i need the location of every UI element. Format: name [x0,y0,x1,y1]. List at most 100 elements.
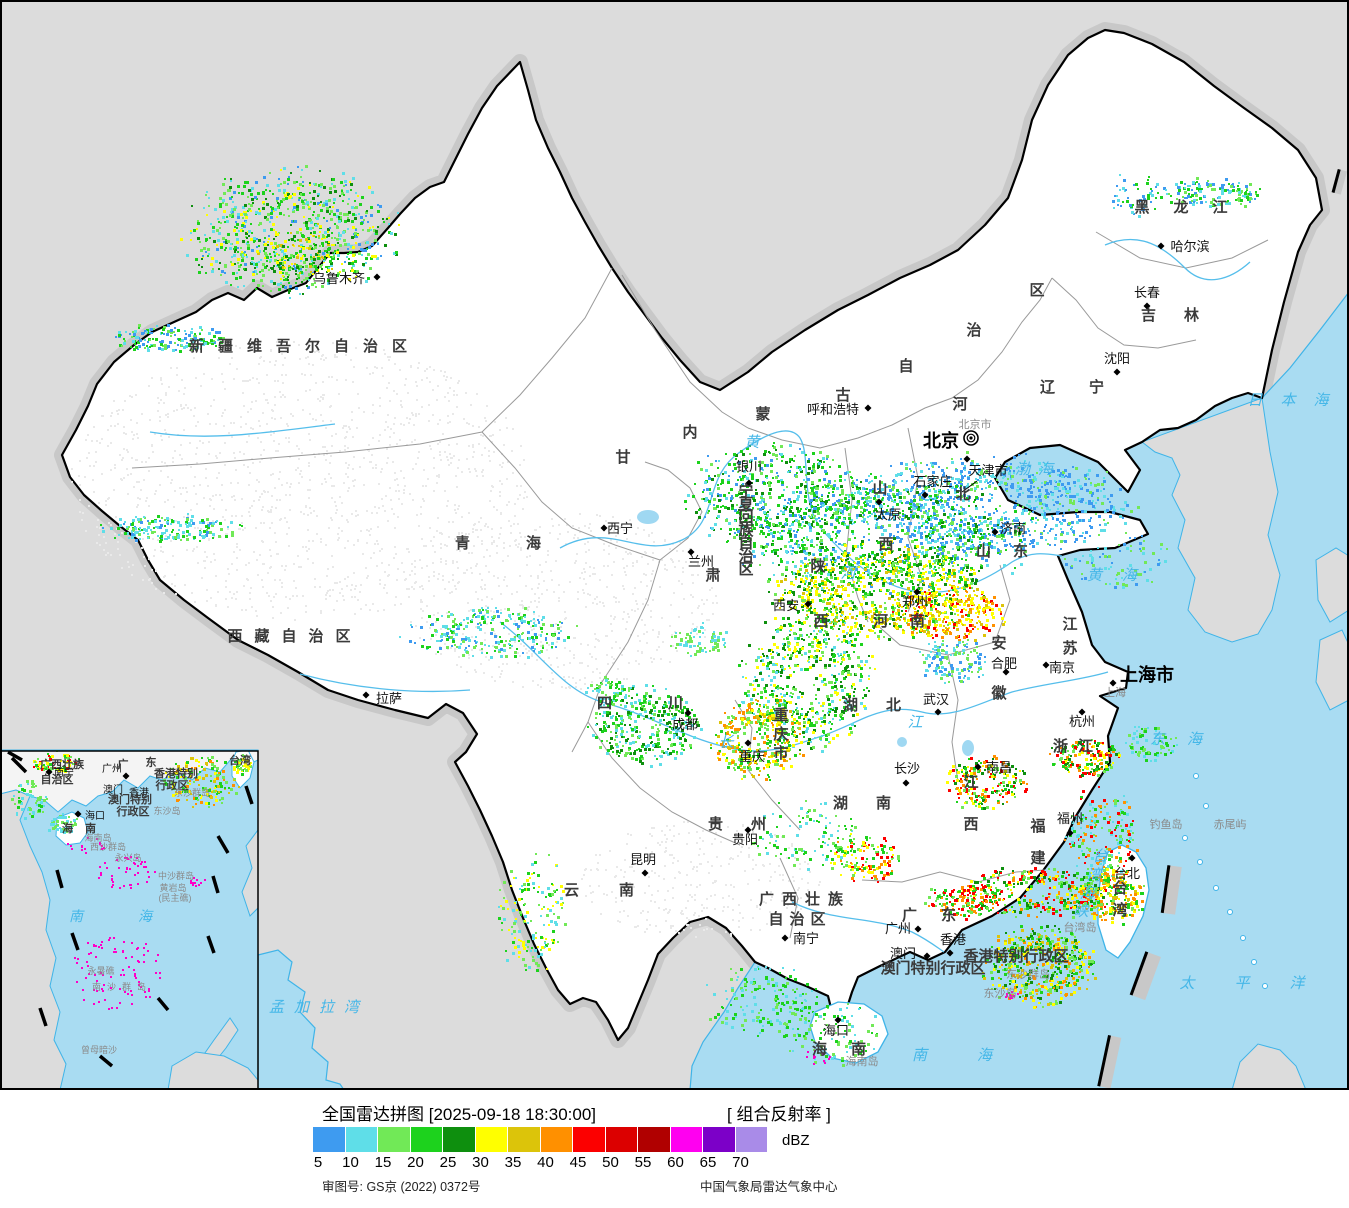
terrain-texture [250,427,252,429]
city-marker[interactable] [744,739,752,747]
city-marker[interactable] [834,1016,842,1024]
map-label-太平洋: 太平洋 [1179,975,1344,992]
terrain-texture [397,516,399,518]
city-marker[interactable] [923,952,931,960]
city-marker[interactable] [74,810,82,818]
terrain-texture [551,579,553,581]
terrain-texture [669,854,671,856]
terrain-texture [347,467,349,469]
terrain-texture [579,513,581,515]
terrain-texture [331,485,333,487]
terrain-texture [330,477,332,479]
terrain-texture [180,405,182,407]
terrain-texture [797,889,799,891]
terrain-texture [190,466,192,468]
terrain-texture [445,560,447,562]
city-marker[interactable] [902,779,910,787]
terrain-texture [519,575,521,577]
city-marker[interactable] [1143,302,1151,310]
city-marker[interactable] [122,772,130,780]
city-marker[interactable] [1128,854,1136,862]
terrain-texture [756,906,758,908]
city-marker[interactable] [1109,679,1117,687]
terrain-texture [353,366,355,368]
terrain-texture [617,530,619,532]
terrain-texture [344,449,346,451]
city-marker[interactable] [974,763,982,771]
city-marker[interactable] [864,404,872,412]
terrain-texture [511,593,513,595]
city-marker[interactable] [744,826,752,834]
city-marker[interactable] [1002,668,1010,676]
terrain-texture [688,919,690,921]
city-marker[interactable] [1066,829,1074,837]
terrain-texture [329,595,331,597]
terrain-texture [644,854,646,856]
city-marker[interactable] [362,691,370,699]
terrain-texture [452,560,454,562]
terrain-texture [476,393,478,395]
city-marker[interactable] [684,709,692,717]
city-marker[interactable] [934,708,942,716]
city-marker[interactable] [600,524,608,532]
terrain-texture [499,533,501,535]
terrain-texture [429,527,431,529]
terrain-texture [421,538,423,540]
terrain-texture [247,466,249,468]
city-marker[interactable] [946,949,954,957]
terrain-texture [510,525,512,527]
approval-number: 审图号: GS京 (2022) 0372号 [322,1180,481,1194]
terrain-texture [346,431,348,433]
capital-marker[interactable] [963,430,979,446]
city-marker[interactable] [745,479,753,487]
terrain-texture [154,433,156,435]
terrain-texture [241,515,243,517]
map-label-孟加拉湾: 孟加拉湾 [269,999,369,1016]
terrain-texture [383,609,385,611]
terrain-texture [478,443,480,445]
terrain-texture [585,895,587,897]
terrain-texture [394,546,396,548]
terrain-texture [712,577,714,579]
city-marker[interactable] [921,491,929,499]
terrain-texture [184,387,186,389]
terrain-texture [482,469,484,471]
terrain-texture [444,643,446,645]
city-marker[interactable] [1078,708,1086,716]
terrain-texture [444,588,446,590]
city-marker[interactable] [991,528,999,536]
terrain-texture [289,598,291,600]
legend-cell-50 [605,1127,637,1152]
terrain-texture [268,595,270,597]
city-marker[interactable] [1042,661,1050,669]
map-label-江: 江 [907,714,924,731]
city-marker[interactable] [1157,242,1165,250]
city-marker[interactable] [687,548,695,556]
terrain-texture [538,583,540,585]
terrain-texture [398,498,400,500]
city-marker[interactable] [875,498,883,506]
city-marker[interactable] [1113,368,1121,376]
terrain-texture [427,478,429,480]
city-marker[interactable] [781,934,789,942]
city-marker[interactable] [913,588,921,596]
terrain-texture [682,567,684,569]
terrain-texture [409,493,411,495]
terrain-texture [500,527,502,529]
terrain-texture [433,571,435,573]
city-marker[interactable] [45,768,53,776]
city-marker[interactable] [373,273,381,281]
city-marker[interactable] [641,869,649,877]
city-marker[interactable] [963,455,971,463]
terrain-texture [752,917,754,919]
terrain-texture [672,561,674,563]
map-label-郑州: 郑州 [902,594,928,609]
city-marker[interactable] [914,925,922,933]
terrain-texture [168,436,170,438]
terrain-texture [324,446,326,448]
city-marker[interactable] [804,600,812,608]
nine-dash-segment [10,756,28,774]
terrain-texture [388,574,390,576]
terrain-texture [652,552,654,554]
